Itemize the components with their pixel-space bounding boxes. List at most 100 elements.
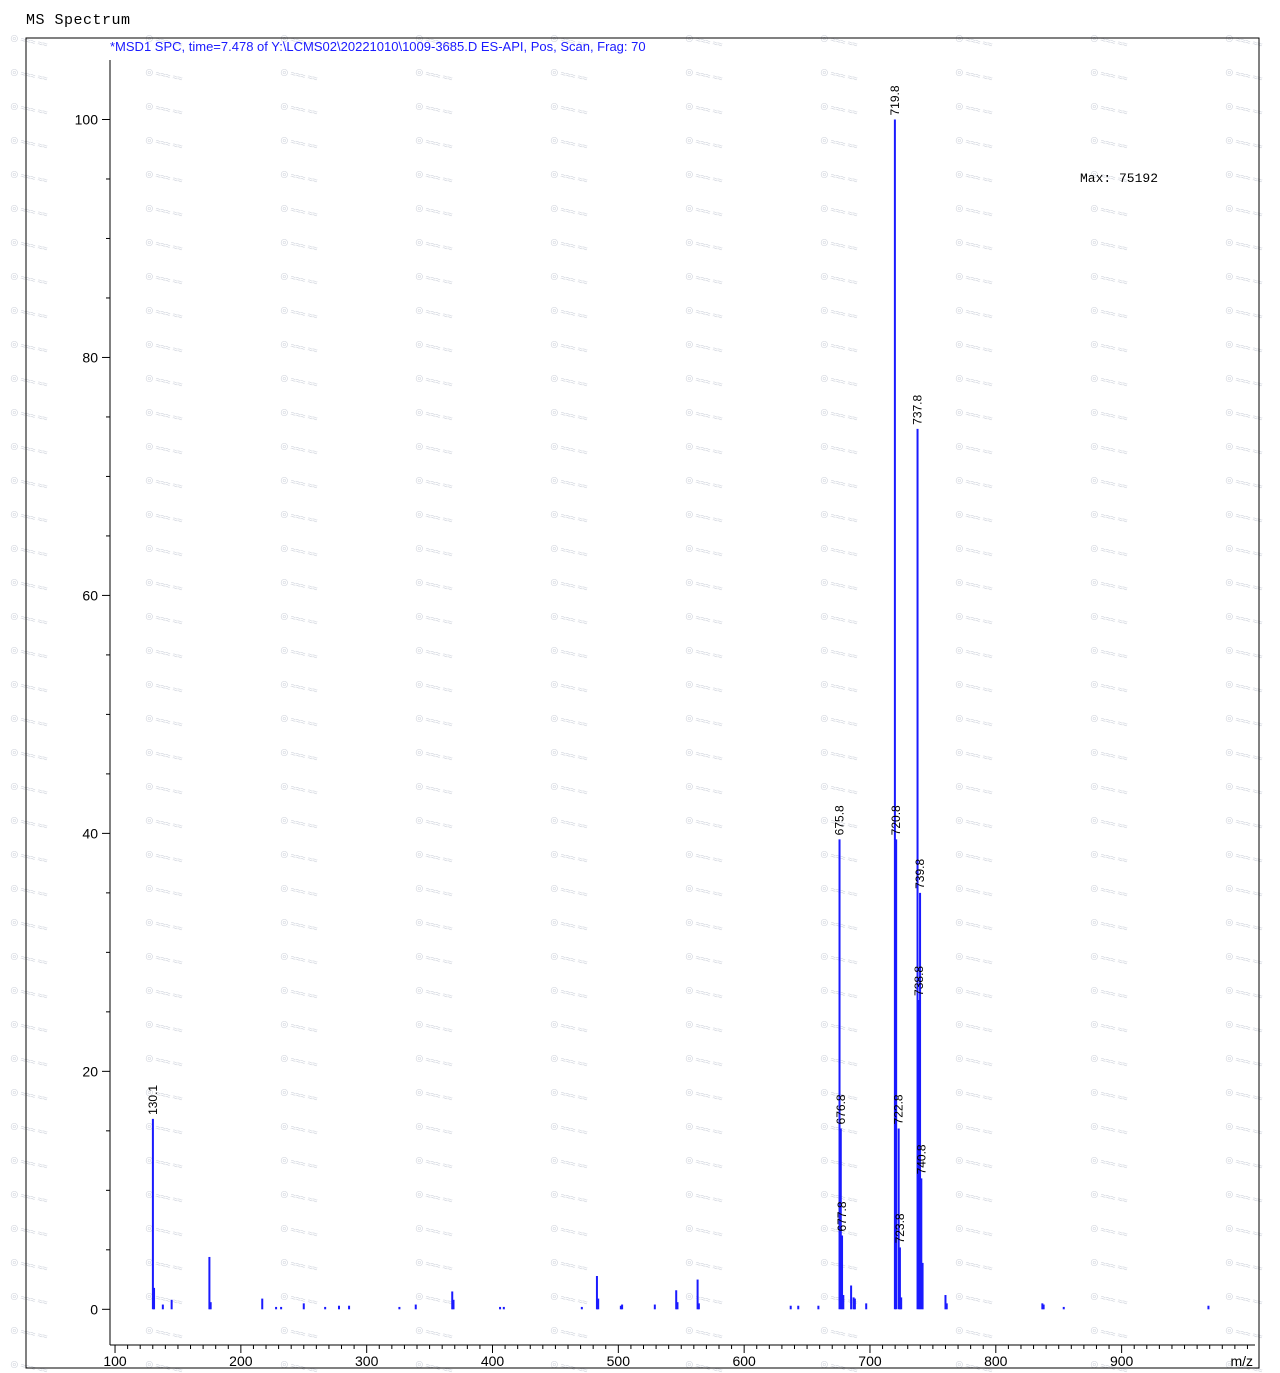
watermark-mark: ◎ ≈≈≈ ≈≈ [1225,100,1264,118]
watermark-mark: ◎ ≈≈≈ ≈≈ [10,406,49,424]
watermark-mark: ◎ ≈≈≈ ≈≈ [10,508,49,526]
watermark-mark: ◎ ≈≈≈ ≈≈ [820,508,859,526]
watermark-mark: ◎ ≈≈≈ ≈≈ [1225,338,1264,356]
watermark-mark: ◎ ≈≈≈ ≈≈ [550,1222,589,1240]
watermark-mark: ◎ ≈≈≈ ≈≈ [955,1188,994,1206]
watermark-mark: ◎ ≈≈≈ ≈≈ [550,1256,589,1274]
watermark-mark: ◎ ≈≈≈ ≈≈ [415,100,454,118]
watermark-mark: ◎ ≈≈≈ ≈≈ [145,746,184,764]
watermark-mark: ◎ ≈≈≈ ≈≈ [685,576,724,594]
watermark-mark: ◎ ≈≈≈ ≈≈ [415,134,454,152]
watermark-mark: ◎ ≈≈≈ ≈≈ [955,542,994,560]
watermark-mark: ◎ ≈≈≈ ≈≈ [685,304,724,322]
watermark-mark: ◎ ≈≈≈ ≈≈ [10,474,49,492]
watermark-mark: ◎ ≈≈≈ ≈≈ [10,542,49,560]
watermark-mark: ◎ ≈≈≈ ≈≈ [415,542,454,560]
watermark-mark: ◎ ≈≈≈ ≈≈ [145,916,184,934]
watermark-mark: ◎ ≈≈≈ ≈≈ [10,678,49,696]
watermark-mark: ◎ ≈≈≈ ≈≈ [820,66,859,84]
watermark-mark: ◎ ≈≈≈ ≈≈ [10,202,49,220]
watermark-mark: ◎ ≈≈≈ ≈≈ [145,406,184,424]
watermark-mark: ◎ ≈≈≈ ≈≈ [550,134,589,152]
watermark-mark: ◎ ≈≈≈ ≈≈ [955,66,994,84]
watermark-mark: ◎ ≈≈≈ ≈≈ [685,1120,724,1138]
watermark-mark: ◎ ≈≈≈ ≈≈ [1225,1018,1264,1036]
watermark-mark: ◎ ≈≈≈ ≈≈ [955,644,994,662]
watermark-mark: ◎ ≈≈≈ ≈≈ [415,1188,454,1206]
watermark-mark: ◎ ≈≈≈ ≈≈ [1090,304,1129,322]
watermark-mark: ◎ ≈≈≈ ≈≈ [685,440,724,458]
watermark-mark: ◎ ≈≈≈ ≈≈ [1090,1052,1129,1070]
watermark-mark: ◎ ≈≈≈ ≈≈ [550,984,589,1002]
watermark-mark: ◎ ≈≈≈ ≈≈ [280,236,319,254]
watermark-mark: ◎ ≈≈≈ ≈≈ [145,984,184,1002]
watermark-mark: ◎ ≈≈≈ ≈≈ [1225,1188,1264,1206]
watermark-mark: ◎ ≈≈≈ ≈≈ [820,202,859,220]
watermark-mark: ◎ ≈≈≈ ≈≈ [1225,1222,1264,1240]
watermark-mark: ◎ ≈≈≈ ≈≈ [10,1324,49,1342]
watermark-mark: ◎ ≈≈≈ ≈≈ [1090,644,1129,662]
watermark-mark: ◎ ≈≈≈ ≈≈ [685,848,724,866]
watermark-mark: ◎ ≈≈≈ ≈≈ [1225,1324,1264,1342]
watermark-mark: ◎ ≈≈≈ ≈≈ [685,610,724,628]
watermark-mark: ◎ ≈≈≈ ≈≈ [10,1086,49,1104]
watermark-mark: ◎ ≈≈≈ ≈≈ [820,168,859,186]
watermark-mark: ◎ ≈≈≈ ≈≈ [955,1222,994,1240]
watermark-mark: ◎ ≈≈≈ ≈≈ [1090,372,1129,390]
y-tick-label: 20 [82,1063,98,1079]
watermark-mark: ◎ ≈≈≈ ≈≈ [10,66,49,84]
watermark-mark: ◎ ≈≈≈ ≈≈ [550,66,589,84]
watermark-mark: ◎ ≈≈≈ ≈≈ [955,780,994,798]
watermark-mark: ◎ ≈≈≈ ≈≈ [685,1358,724,1373]
watermark-mark: ◎ ≈≈≈ ≈≈ [1090,746,1129,764]
watermark-mark: ◎ ≈≈≈ ≈≈ [685,1290,724,1308]
watermark-mark: ◎ ≈≈≈ ≈≈ [685,882,724,900]
watermark-mark: ◎ ≈≈≈ ≈≈ [955,202,994,220]
watermark-mark: ◎ ≈≈≈ ≈≈ [280,780,319,798]
watermark-mark: ◎ ≈≈≈ ≈≈ [1090,1256,1129,1274]
watermark-mark: ◎ ≈≈≈ ≈≈ [145,134,184,152]
watermark-mark: ◎ ≈≈≈ ≈≈ [1090,916,1129,934]
watermark-mark: ◎ ≈≈≈ ≈≈ [145,508,184,526]
watermark-mark: ◎ ≈≈≈ ≈≈ [415,236,454,254]
watermark-mark: ◎ ≈≈≈ ≈≈ [820,780,859,798]
watermark-mark: ◎ ≈≈≈ ≈≈ [1225,1290,1264,1308]
watermark-mark: ◎ ≈≈≈ ≈≈ [820,236,859,254]
watermark-mark: ◎ ≈≈≈ ≈≈ [145,440,184,458]
watermark-mark: ◎ ≈≈≈ ≈≈ [1225,1120,1264,1138]
watermark-mark: ◎ ≈≈≈ ≈≈ [685,372,724,390]
watermark-mark: ◎ ≈≈≈ ≈≈ [10,644,49,662]
watermark-mark: ◎ ≈≈≈ ≈≈ [1090,66,1129,84]
watermark-mark: ◎ ≈≈≈ ≈≈ [415,304,454,322]
watermark-mark: ◎ ≈≈≈ ≈≈ [1090,338,1129,356]
watermark-mark: ◎ ≈≈≈ ≈≈ [685,236,724,254]
watermark-mark: ◎ ≈≈≈ ≈≈ [955,134,994,152]
watermark-mark: ◎ ≈≈≈ ≈≈ [280,984,319,1002]
watermark-mark: ◎ ≈≈≈ ≈≈ [280,1324,319,1342]
watermark-mark: ◎ ≈≈≈ ≈≈ [10,1290,49,1308]
watermark-mark: ◎ ≈≈≈ ≈≈ [415,610,454,628]
watermark-mark: ◎ ≈≈≈ ≈≈ [415,508,454,526]
watermark-mark: ◎ ≈≈≈ ≈≈ [820,338,859,356]
watermark-mark: ◎ ≈≈≈ ≈≈ [145,1324,184,1342]
watermark-mark: ◎ ≈≈≈ ≈≈ [1090,882,1129,900]
watermark-mark: ◎ ≈≈≈ ≈≈ [1090,1086,1129,1104]
peak-label: 737.8 [911,394,925,424]
watermark-mark: ◎ ≈≈≈ ≈≈ [1090,1324,1129,1342]
watermark-mark: ◎ ≈≈≈ ≈≈ [10,338,49,356]
watermark-mark: ◎ ≈≈≈ ≈≈ [280,406,319,424]
watermark-mark: ◎ ≈≈≈ ≈≈ [1090,100,1129,118]
peak-label: 720.8 [889,805,903,835]
watermark-mark: ◎ ≈≈≈ ≈≈ [145,644,184,662]
watermark-mark: ◎ ≈≈≈ ≈≈ [415,66,454,84]
watermark-mark: ◎ ≈≈≈ ≈≈ [1090,712,1129,730]
watermark-mark: ◎ ≈≈≈ ≈≈ [820,1324,859,1342]
watermark-mark: ◎ ≈≈≈ ≈≈ [685,644,724,662]
watermark-mark: ◎ ≈≈≈ ≈≈ [280,202,319,220]
y-tick-label: 40 [82,825,98,841]
watermark-mark: ◎ ≈≈≈ ≈≈ [1090,610,1129,628]
watermark-mark: ◎ ≈≈≈ ≈≈ [955,32,994,50]
watermark-mark: ◎ ≈≈≈ ≈≈ [955,610,994,628]
watermark-mark: ◎ ≈≈≈ ≈≈ [280,372,319,390]
watermark-mark: ◎ ≈≈≈ ≈≈ [685,508,724,526]
